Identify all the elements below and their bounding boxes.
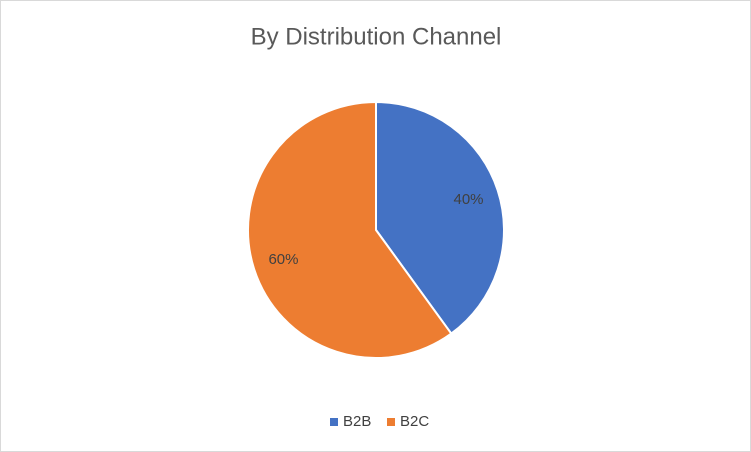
pie-slice (375, 100, 505, 335)
data-label: 40% (454, 191, 484, 208)
legend-label: B2C (400, 413, 429, 430)
pie-slice (247, 100, 453, 359)
data-label: 60% (268, 251, 298, 268)
legend-swatch (387, 418, 395, 426)
legend-label: B2B (343, 413, 371, 430)
legend-swatch (330, 418, 338, 426)
chart-title: By Distribution Channel (251, 23, 502, 50)
